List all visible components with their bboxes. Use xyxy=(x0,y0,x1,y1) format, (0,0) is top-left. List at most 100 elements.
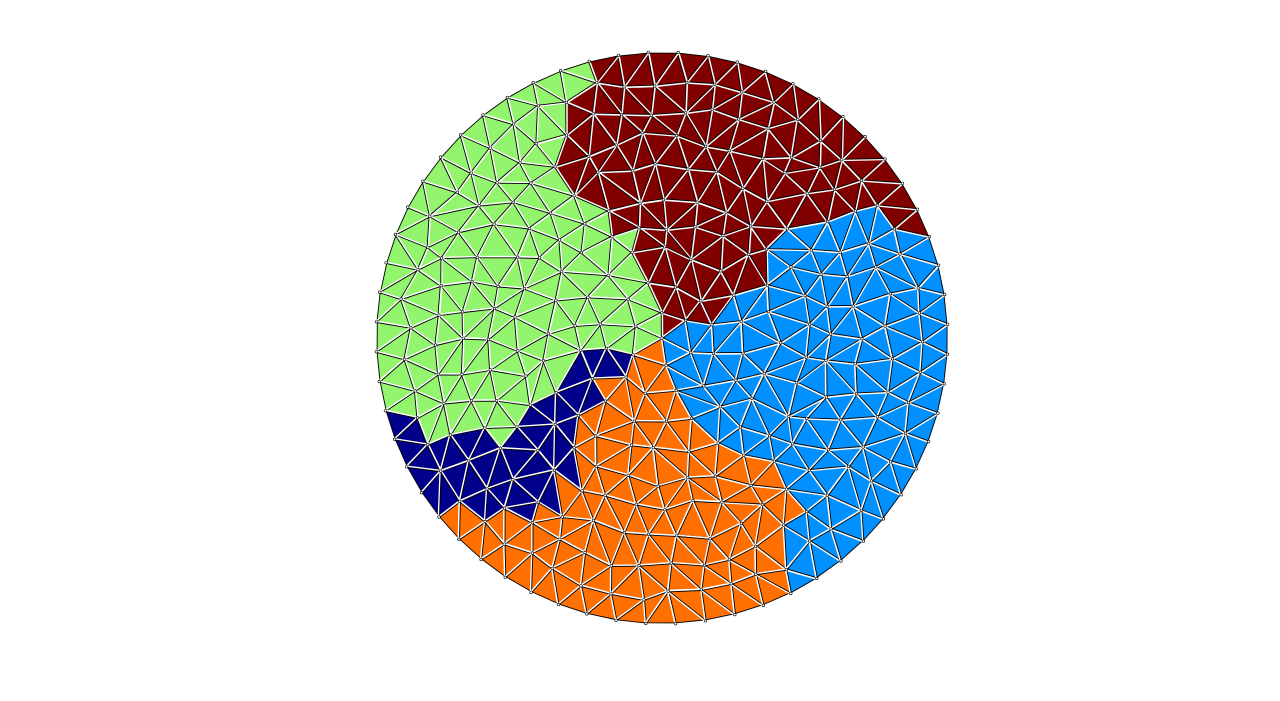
mesh-node xyxy=(548,211,553,215)
mesh-node xyxy=(720,500,724,504)
mesh-node xyxy=(874,265,878,269)
mesh-node xyxy=(587,154,591,158)
mesh-node xyxy=(763,69,768,73)
mesh-node xyxy=(558,68,563,73)
mesh-node xyxy=(689,350,693,355)
mesh-node xyxy=(564,100,569,105)
mesh-node xyxy=(586,295,590,299)
mesh-node xyxy=(859,508,864,513)
mesh-node xyxy=(587,59,591,64)
mesh-node xyxy=(393,232,398,236)
mesh-node xyxy=(580,489,584,493)
mesh-node xyxy=(795,381,799,385)
mesh-node xyxy=(496,284,500,289)
mesh-node xyxy=(374,320,379,324)
mesh-node xyxy=(732,293,736,297)
mesh-node xyxy=(436,372,440,376)
mesh-node xyxy=(459,133,463,137)
mesh-node xyxy=(699,299,703,303)
mesh-node xyxy=(825,220,830,224)
mesh-node xyxy=(727,149,731,153)
mesh-node xyxy=(475,255,479,259)
mesh-node xyxy=(630,250,634,254)
mesh-node xyxy=(859,178,864,183)
mesh-node xyxy=(590,377,595,381)
mesh-node xyxy=(674,534,679,538)
mesh-node xyxy=(638,201,642,205)
mesh-node xyxy=(861,445,865,449)
mesh-node xyxy=(875,203,879,207)
mesh-node xyxy=(903,431,908,435)
mesh-node xyxy=(685,80,689,85)
mesh-node xyxy=(536,104,540,108)
mesh-node xyxy=(936,411,940,415)
mesh-node xyxy=(898,252,902,256)
mesh-node xyxy=(607,209,611,213)
mesh-node xyxy=(784,487,789,491)
mesh-node xyxy=(572,446,576,450)
mesh-node xyxy=(805,191,809,195)
mesh-node xyxy=(686,167,690,171)
mesh-node xyxy=(505,95,509,100)
mesh-node xyxy=(808,539,812,543)
mesh-node xyxy=(614,143,618,147)
mesh-node xyxy=(614,618,618,622)
mesh-node xyxy=(377,379,381,384)
mesh-node xyxy=(829,527,833,531)
mesh-node xyxy=(713,82,717,86)
mesh-node xyxy=(772,100,776,104)
mesh-node xyxy=(591,112,595,116)
mesh-node xyxy=(646,50,650,54)
mesh-node xyxy=(926,440,931,444)
mesh-node xyxy=(579,584,583,588)
mesh-node xyxy=(619,112,624,117)
mesh-node xyxy=(603,399,608,403)
mesh-node xyxy=(663,508,667,512)
mesh-node xyxy=(455,190,460,194)
mesh-node xyxy=(906,400,911,405)
mesh-node xyxy=(437,313,441,317)
mesh-node xyxy=(764,247,769,251)
mesh-node xyxy=(841,114,845,119)
mesh-node xyxy=(406,205,410,209)
mesh-node xyxy=(374,350,378,354)
mesh-node xyxy=(646,532,651,537)
mesh-node xyxy=(727,558,731,562)
mesh-node xyxy=(826,448,831,452)
mesh-node xyxy=(518,161,522,165)
mesh-node xyxy=(634,502,638,507)
mesh-node xyxy=(748,224,753,228)
mesh-node xyxy=(729,582,733,586)
mesh-node xyxy=(598,322,602,326)
mesh-node xyxy=(762,372,766,376)
mesh-node xyxy=(483,426,487,430)
mesh-node xyxy=(591,518,596,523)
mesh-node xyxy=(653,162,657,166)
mesh-node xyxy=(766,310,771,314)
mesh-node xyxy=(796,117,800,122)
mesh-node xyxy=(529,181,533,185)
mesh-node xyxy=(808,322,812,326)
mesh-node xyxy=(693,225,697,229)
mesh-node xyxy=(426,245,430,249)
mesh-node xyxy=(739,319,743,323)
mesh-node xyxy=(803,293,807,298)
mesh-node xyxy=(675,133,679,138)
mesh-node xyxy=(818,139,823,143)
mesh-node xyxy=(742,453,746,457)
mesh-node xyxy=(853,362,857,366)
mesh-node xyxy=(438,155,443,159)
mesh-node xyxy=(888,292,893,296)
mesh-node xyxy=(669,561,673,565)
mesh-node xyxy=(405,465,409,469)
mesh-node xyxy=(512,122,516,126)
mesh-node xyxy=(824,395,828,399)
mesh-node xyxy=(428,214,432,218)
mesh-node xyxy=(900,181,905,185)
mesh-node xyxy=(502,542,506,546)
mesh-node xyxy=(624,375,628,379)
mesh-node xyxy=(421,179,425,183)
mesh-node xyxy=(403,357,407,361)
mesh-node xyxy=(531,80,535,85)
mesh-node xyxy=(583,550,587,555)
